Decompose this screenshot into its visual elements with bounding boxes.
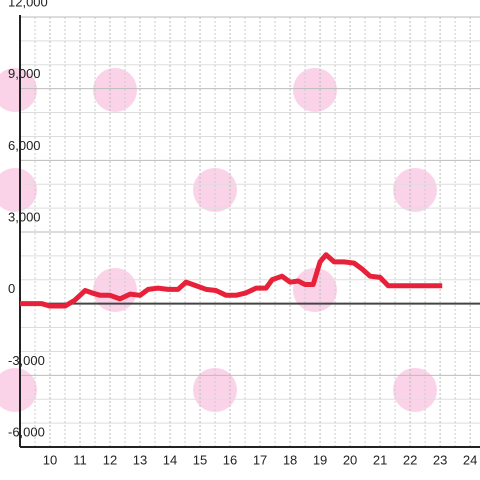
x-tick-label: 12	[103, 452, 117, 467]
x-tick-label: 23	[433, 452, 447, 467]
x-tick-label: 21	[373, 452, 387, 467]
x-tick-label: 17	[253, 452, 267, 467]
y-tick-label: 9,000	[8, 66, 41, 81]
x-tick-label: 15	[193, 452, 207, 467]
y-tick-label: 0	[8, 281, 15, 296]
y-tick-label: 12,000	[8, 0, 48, 9]
y-tick-label: 3,000	[8, 209, 41, 224]
x-tick-label: 16	[223, 452, 237, 467]
x-tick-label: 13	[133, 452, 147, 467]
x-tick-label: 22	[403, 452, 417, 467]
x-tick-label: 24	[463, 452, 477, 467]
x-tick-label: 14	[163, 452, 177, 467]
y-tick-label: -6,000	[8, 424, 45, 439]
watermarks	[0, 68, 437, 412]
line-series	[20, 252, 443, 309]
x-tick-label: 11	[73, 452, 87, 467]
x-tick-label: 18	[283, 452, 297, 467]
x-tick-label: 19	[313, 452, 327, 467]
y-tick-label: 6,000	[8, 138, 41, 153]
y-tick-label: -3,000	[8, 353, 45, 368]
x-tick-label: 10	[43, 452, 57, 467]
x-tick-label: 20	[343, 452, 357, 467]
